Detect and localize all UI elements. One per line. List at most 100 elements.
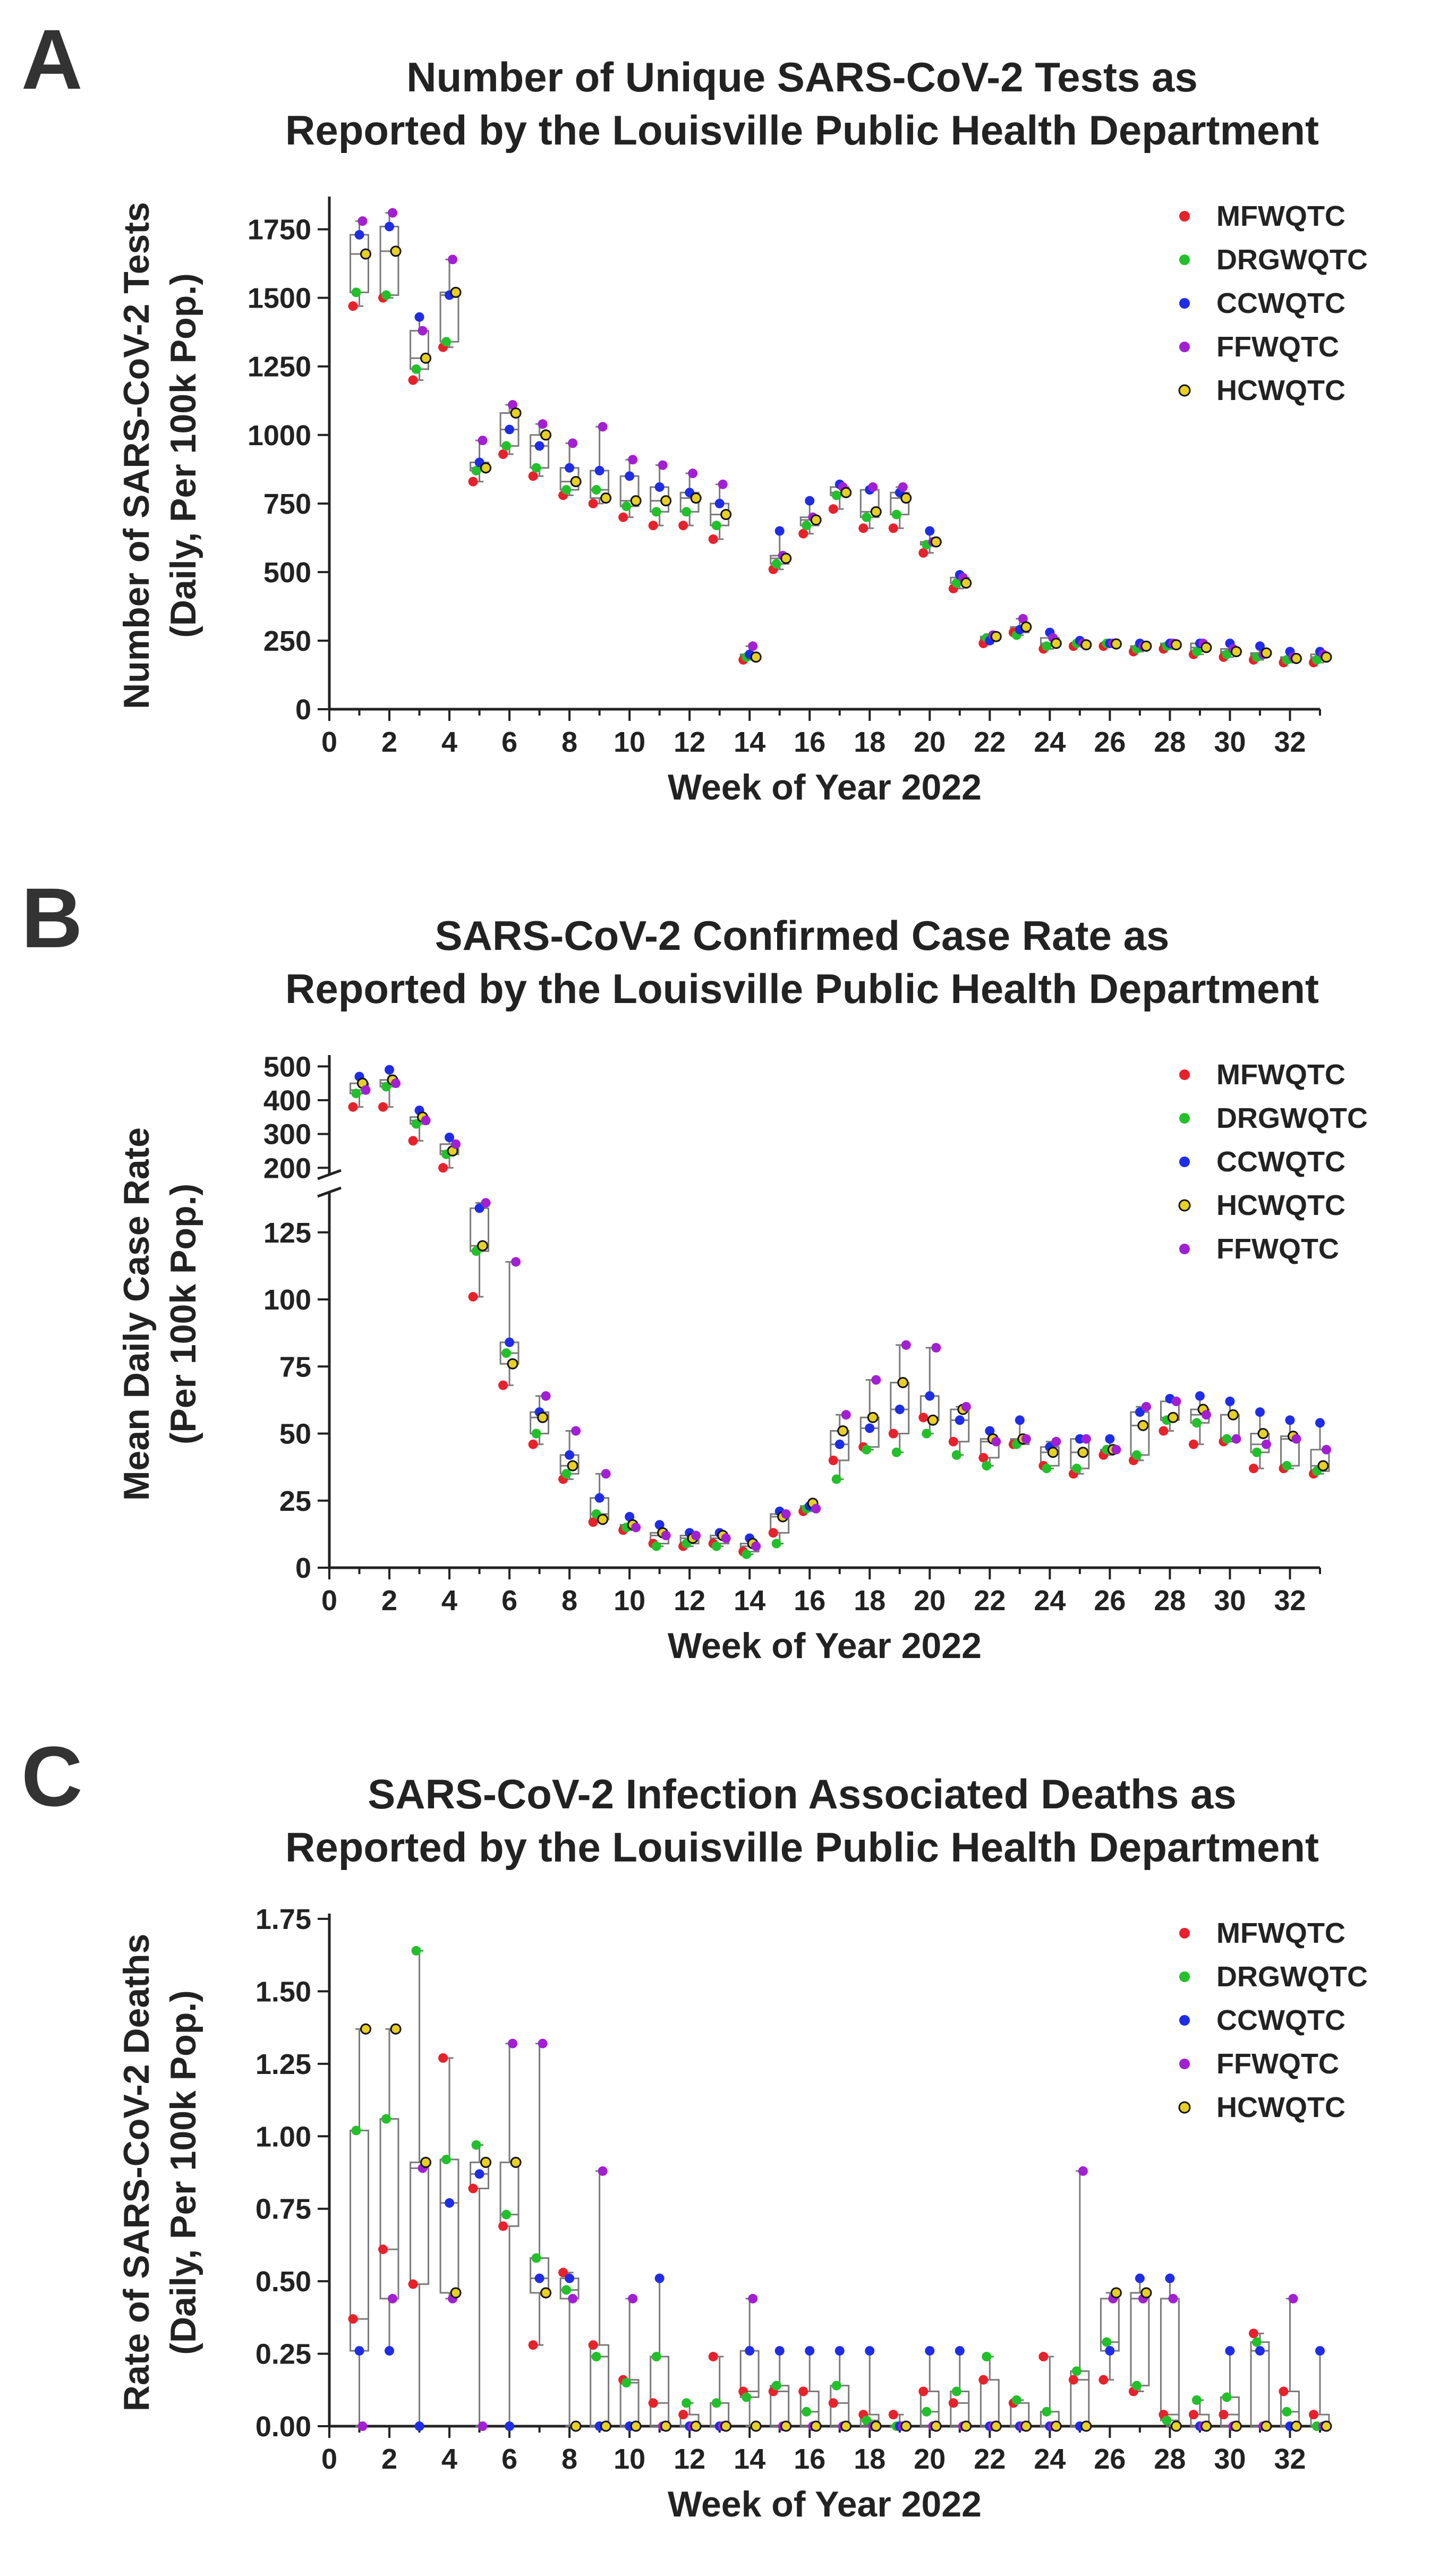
box-week-3: [408, 1946, 432, 2431]
point-mfwqtc: [1188, 2410, 1198, 2420]
point-hcwqtc: [510, 407, 522, 419]
x-tick-label: 30: [1214, 726, 1246, 758]
point-hcwqtc: [597, 1514, 609, 1525]
box-week-28: [1159, 639, 1182, 654]
point-drgwqtc: [561, 2285, 572, 2295]
point-drgwqtc: [561, 485, 572, 495]
point-hcwqtc: [1080, 639, 1092, 651]
point-hcwqtc: [420, 2156, 432, 2168]
point-hcwqtc: [780, 2420, 792, 2432]
x-tick-label: 12: [674, 2443, 705, 2475]
point-ccwqtc: [1135, 2273, 1145, 2283]
x-tick-label: 10: [614, 726, 645, 758]
point-mfwqtc: [408, 375, 418, 385]
x-tick-label: 8: [561, 2443, 577, 2475]
point-hcwqtc: [1170, 2420, 1182, 2432]
y-tick-label: 200: [263, 1152, 311, 1184]
point-drgwqtc: [891, 509, 901, 520]
point-mfwqtc: [768, 1528, 778, 1538]
box-week-30: [1219, 2346, 1242, 2432]
x-tick-label: 30: [1214, 1585, 1246, 1617]
box-week-26: [1098, 2287, 1122, 2385]
box-week-30: [1219, 1396, 1241, 1447]
point-hcwqtc: [600, 2420, 612, 2432]
point-drgwqtc: [1251, 1447, 1262, 1457]
box-week-16: [798, 1498, 821, 1516]
point-drgwqtc: [1162, 2416, 1172, 2426]
box-week-27: [1128, 1402, 1151, 1465]
y-tick-label: 100: [263, 1284, 311, 1316]
point-hcwqtc: [870, 2420, 882, 2432]
point-ffwqtc: [751, 1541, 761, 1551]
point-ffwqtc: [1201, 1410, 1211, 1420]
point-drgwqtc: [591, 485, 601, 495]
point-hcwqtc: [1290, 2420, 1302, 2432]
point-ccwqtc: [625, 471, 635, 481]
x-tick-label: 14: [734, 1585, 765, 1617]
x-tick-label: 30: [1214, 2443, 1246, 2475]
x-tick-label: 14: [734, 726, 765, 758]
point-hcwqtc: [390, 2023, 402, 2035]
point-drgwqtc: [862, 512, 872, 522]
point-hcwqtc: [1317, 1460, 1329, 1472]
point-hcwqtc: [1077, 1447, 1089, 1458]
box-week-1: [348, 216, 372, 311]
point-ffwqtc: [931, 1342, 941, 1353]
box-week-14: [738, 2293, 762, 2432]
point-ccwqtc: [865, 1423, 875, 1433]
point-drgwqtc: [381, 290, 391, 300]
legend-marker: [1179, 1244, 1190, 1254]
point-mfwqtc: [888, 1429, 898, 1439]
point-ffwqtc: [478, 436, 488, 446]
point-drgwqtc: [351, 1089, 361, 1099]
point-hcwqtc: [897, 1377, 909, 1389]
box-week-10: [618, 1512, 641, 1535]
box-week-30: [1219, 639, 1242, 662]
point-drgwqtc: [531, 1429, 541, 1439]
chart-title-line-1: Number of Unique SARS-CoV-2 Tests as: [406, 54, 1198, 100]
point-hcwqtc: [1200, 2420, 1212, 2432]
point-ffwqtc: [721, 1533, 731, 1543]
point-mfwqtc: [498, 449, 508, 459]
point-hcwqtc: [630, 495, 642, 507]
x-tick-label: 28: [1154, 1585, 1186, 1617]
point-hcwqtc: [1260, 2420, 1272, 2432]
point-hcwqtc: [1140, 2287, 1152, 2299]
legend-marker: [1179, 1113, 1190, 1124]
point-drgwqtc: [1222, 1434, 1232, 1444]
point-mfwqtc: [888, 2410, 898, 2420]
point-ffwqtc: [1322, 1444, 1331, 1455]
point-hcwqtc: [1167, 1412, 1179, 1423]
point-drgwqtc: [802, 521, 812, 531]
point-ccwqtc: [745, 2346, 755, 2356]
point-drgwqtc: [831, 2381, 841, 2391]
box-iqr: [619, 2379, 640, 2427]
box-week-12: [678, 2398, 702, 2432]
point-drgwqtc: [982, 2352, 992, 2362]
point-drgwqtc: [411, 364, 421, 374]
point-hcwqtc: [1230, 646, 1242, 658]
x-axis-title: Week of Year 2022: [668, 2484, 982, 2524]
point-mfwqtc: [648, 521, 658, 531]
box-iqr: [979, 2379, 1000, 2427]
box-week-5: [468, 2140, 492, 2431]
x-tick-label: 6: [501, 1585, 517, 1617]
x-tick-label: 4: [441, 1585, 457, 1617]
point-ccwqtc: [955, 1415, 965, 1425]
point-drgwqtc: [682, 507, 692, 517]
point-ffwqtc: [1171, 1396, 1181, 1406]
point-drgwqtc: [621, 501, 632, 511]
box-week-11: [648, 2273, 672, 2432]
box-week-18: [858, 482, 882, 533]
point-ffwqtc: [811, 1503, 821, 1514]
point-ffwqtc: [481, 1198, 491, 1208]
point-ffwqtc: [511, 1257, 521, 1267]
x-tick-label: 22: [974, 2443, 1006, 2475]
box-week-33: [1309, 647, 1332, 668]
x-axis-title: Week of Year 2022: [668, 1626, 982, 1666]
point-ccwqtc: [565, 1450, 575, 1460]
point-ccwqtc: [955, 2346, 965, 2356]
point-hcwqtc: [1170, 639, 1182, 651]
point-hcwqtc: [870, 506, 882, 517]
point-ffwqtc: [357, 216, 368, 226]
